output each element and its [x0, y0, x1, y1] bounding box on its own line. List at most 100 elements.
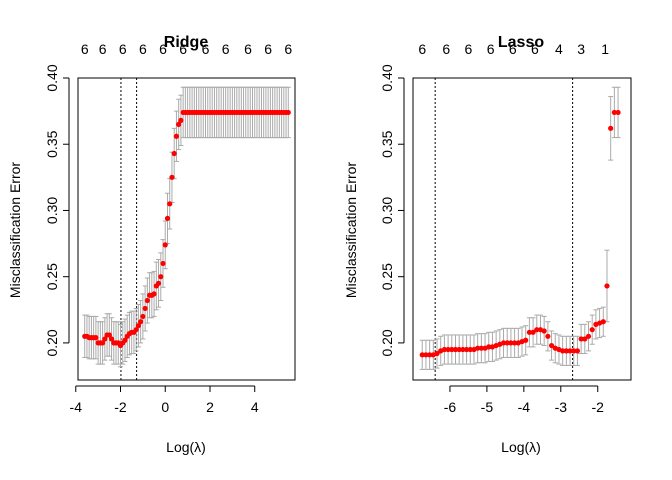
- lasso-top-tick-label: 1: [601, 41, 609, 57]
- ridge-data-point: [144, 297, 150, 304]
- ridge-data-point: [122, 337, 128, 343]
- lasso-data-point: [500, 340, 507, 346]
- ridge-data-point: [100, 340, 106, 346]
- lasso-data-point: [434, 350, 440, 357]
- lasso-data-point: [467, 346, 473, 353]
- ridge-data-point: [178, 117, 184, 123]
- lasso-data-point: [541, 328, 547, 334]
- lasso-plot-frame: [412, 77, 632, 381]
- ridge-y-axis-label: Misclassification Error: [7, 162, 23, 298]
- lasso-x-tick-label: -6: [444, 399, 457, 415]
- lasso-y-tick-label: 0.25: [379, 263, 395, 290]
- lasso-data-point: [475, 345, 481, 351]
- ridge-x-tick-label: 2: [206, 399, 214, 415]
- lasso-top-tick-label: 6: [531, 41, 539, 57]
- lasso-x-tick-label: -2: [592, 399, 605, 415]
- lasso-y-tick-label: 0.35: [379, 130, 395, 157]
- lasso-data-point: [611, 109, 617, 116]
- ridge-data-point: [135, 323, 142, 329]
- lasso-data-point: [585, 333, 592, 339]
- lasso-data-point: [445, 346, 451, 353]
- lasso-data-point: [526, 329, 532, 335]
- lasso-top-tick-label: 6: [509, 41, 517, 57]
- lasso-title: Lasso: [498, 34, 544, 51]
- lasso-data-point: [548, 342, 555, 349]
- lasso-y-tick-label: 0.30: [379, 197, 395, 224]
- ridge-top-tick-label: 6: [159, 41, 167, 57]
- ridge-data-point: [108, 336, 115, 342]
- lasso-data-point: [427, 352, 433, 358]
- ridge-top-tick-label: 6: [99, 41, 107, 57]
- ridge-top-tick-label: 6: [202, 41, 210, 57]
- lasso-data-point: [512, 340, 518, 346]
- ridge-data-point: [164, 215, 171, 222]
- ridge-data-point: [176, 121, 182, 127]
- ridge-x-tick-label: 0: [161, 399, 169, 415]
- lasso-data-point: [456, 346, 462, 353]
- lasso-data-point: [460, 346, 466, 353]
- lasso-data-point: [589, 327, 595, 333]
- lasso-data-point: [615, 109, 621, 116]
- lasso-data-point: [582, 336, 588, 342]
- lasso-x-tick-label: -5: [481, 399, 494, 415]
- ridge-top-tick-label: 6: [119, 41, 127, 57]
- lasso-data-point: [441, 346, 448, 353]
- lasso-data-point: [578, 336, 584, 342]
- ridge-data-point: [162, 242, 168, 248]
- lasso-data-point: [452, 346, 459, 353]
- ridge-x-tick-label: -4: [70, 399, 83, 415]
- ridge-top-tick-label: 6: [264, 41, 272, 57]
- lasso-data-point: [530, 329, 536, 335]
- ridge-panel: Ridge Log(λ) Misclassification Error -4 -…: [7, 34, 296, 455]
- lasso-x-axis-label: Log(λ): [501, 439, 541, 455]
- ridge-data-point: [140, 313, 146, 320]
- ridge-data-point: [155, 280, 162, 286]
- lasso-data-point: [560, 348, 566, 354]
- ridge-x-axis-label: Log(λ): [166, 439, 206, 455]
- lasso-data-point: [486, 344, 492, 350]
- lasso-data-point: [600, 319, 606, 325]
- lasso-data-point: [419, 352, 425, 358]
- lasso-top-tick-label: 4: [555, 41, 563, 57]
- lasso-data-point: [545, 333, 551, 339]
- ridge-data-point: [167, 201, 173, 207]
- ridge-top-tick-label: 6: [81, 41, 89, 57]
- lasso-data-point: [574, 348, 581, 354]
- ridge-data-point: [106, 332, 112, 338]
- lasso-y-tick-label: 0.40: [379, 64, 395, 91]
- lasso-x-tick-label: -4: [518, 399, 531, 415]
- ridge-data-point: [160, 260, 166, 267]
- ridge-data-point: [138, 319, 144, 325]
- ridge-y-tick-label: 0.40: [44, 64, 60, 91]
- ridge-data-point: [151, 291, 157, 297]
- lasso-top-tick-label: 6: [465, 41, 473, 57]
- ridge-top-tick-label: 6: [244, 41, 252, 57]
- ridge-data-point: [171, 150, 177, 157]
- ridge-y-tick-label: 0.20: [44, 329, 60, 356]
- ridge-data-point: [93, 335, 99, 341]
- lasso-data-point: [508, 340, 514, 346]
- lasso-top-tick-label: 6: [418, 41, 426, 57]
- lasso-data-point: [478, 345, 484, 351]
- ridge-y-tick-label: 0.35: [44, 130, 60, 157]
- ridge-y-tick-label: 0.30: [44, 197, 60, 224]
- lasso-top-tick-label: 3: [577, 41, 585, 57]
- ridge-top-tick-label: 6: [222, 41, 230, 57]
- lasso-data-point: [567, 348, 573, 354]
- lasso-panel: Lasso Log(λ) Misclassification Error -6 -…: [343, 34, 632, 455]
- lasso-data-point: [571, 348, 577, 354]
- ridge-data-point: [169, 174, 175, 180]
- lasso-y-tick-label: 0.20: [379, 329, 395, 356]
- lasso-data-point: [608, 125, 614, 131]
- lasso-data-point: [523, 337, 529, 343]
- lasso-data-point: [423, 352, 429, 358]
- ridge-data-point: [173, 133, 180, 139]
- lasso-top-tick-label: 6: [487, 41, 495, 57]
- lasso-data-point: [563, 348, 569, 354]
- lasso-data-point: [463, 346, 470, 353]
- lasso-data-point: [534, 327, 540, 333]
- lasso-data-point: [604, 283, 610, 289]
- ridge-top-tick-label: 6: [284, 41, 292, 57]
- lasso-y-axis-label: Misclassification Error: [343, 162, 359, 298]
